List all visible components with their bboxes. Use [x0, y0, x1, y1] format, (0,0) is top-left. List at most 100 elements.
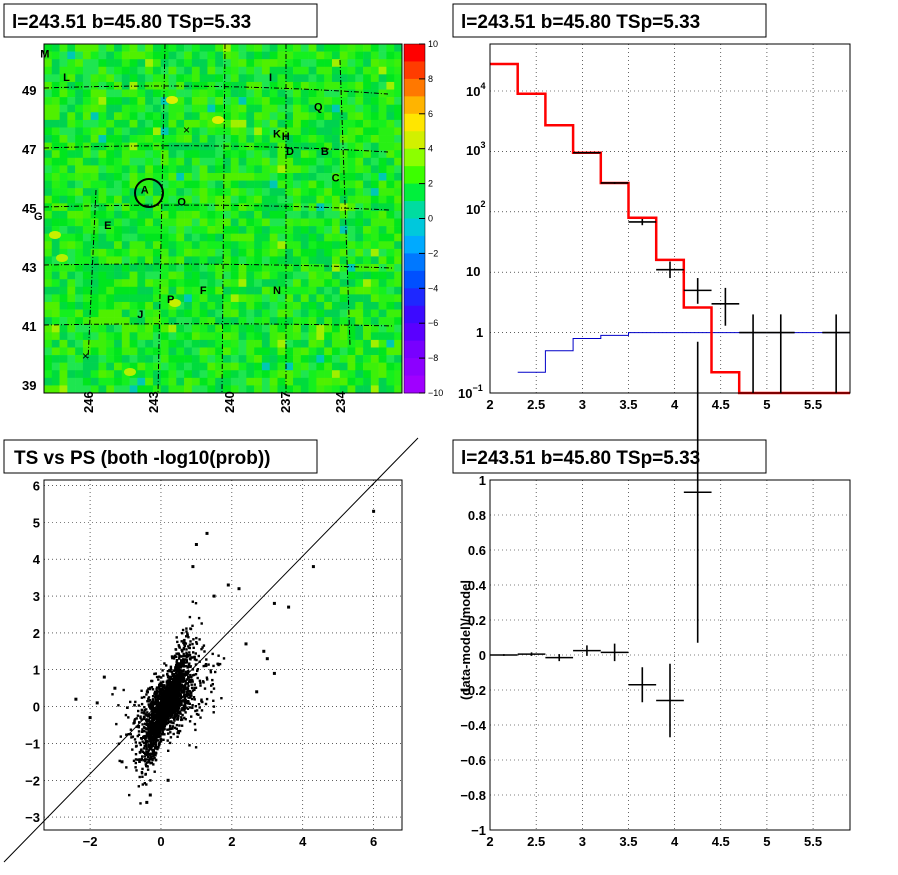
heatmap-cell — [246, 104, 255, 113]
heatmap-cell — [82, 256, 91, 265]
heatmap-cell — [378, 324, 387, 333]
heatmap-cell — [152, 385, 162, 394]
scatter-point — [137, 709, 140, 713]
colorbar-tick-label: −10 — [428, 388, 443, 398]
heatmap-cell — [199, 195, 208, 204]
scatter-point — [152, 712, 155, 715]
heatmap-cell — [137, 324, 146, 333]
heatmap-cell — [277, 271, 286, 280]
heatmap-cell — [98, 150, 107, 159]
heatmap-cell — [184, 248, 193, 257]
heatmap-cell — [199, 347, 208, 356]
heatmap-cell — [207, 370, 216, 379]
heatmap-cell — [168, 218, 177, 227]
heatmap-cell — [363, 180, 372, 189]
scatter-point — [172, 692, 175, 695]
heatmap-cell — [293, 157, 302, 166]
heatmap-cell — [308, 195, 317, 204]
colorbar-band — [404, 44, 425, 62]
heatmap-cell — [269, 370, 278, 379]
scatter-point — [190, 715, 193, 718]
heatmap-cell — [324, 301, 333, 310]
heatmap-cell — [339, 241, 348, 250]
scatter-point — [147, 697, 150, 700]
scatter-point — [161, 733, 164, 736]
heatmap-cell — [59, 135, 68, 143]
heatmap-cell — [223, 264, 232, 272]
source-marker-label: B — [321, 146, 329, 158]
scatter-point — [150, 714, 154, 718]
heatmap-cell — [137, 59, 146, 68]
scatter-point — [161, 726, 164, 729]
heatmap-cell — [106, 89, 115, 98]
heatmap-cell — [230, 127, 239, 136]
scatter-point — [153, 735, 156, 738]
heatmap-cell — [75, 142, 84, 151]
heatmap-cell — [207, 210, 216, 219]
heatmap-cell — [347, 188, 356, 197]
scatter-point — [137, 724, 141, 728]
heatmap-cell — [152, 218, 162, 227]
heatmap-cell — [277, 347, 286, 356]
scatter-point — [194, 663, 198, 666]
heatmap-cell — [308, 347, 317, 356]
heatmap-cell — [339, 51, 348, 60]
heatmap-cell — [308, 119, 317, 128]
heatmap-cell — [75, 119, 84, 128]
heatmap-cell — [67, 256, 76, 265]
source-marker-label: D — [286, 146, 294, 158]
heatmap-cell — [137, 112, 146, 121]
heatmap-cell — [90, 309, 99, 318]
heatmap-cell — [145, 241, 154, 250]
scatter-point — [141, 723, 144, 726]
heatmap-cell — [44, 339, 53, 348]
heatmap-cell — [394, 294, 403, 303]
heatmap-cell — [316, 332, 325, 341]
heatmap-cell — [207, 127, 216, 136]
heatmap-cell — [137, 279, 146, 288]
scatter-point — [155, 739, 158, 742]
scatter-point — [200, 698, 203, 701]
sky-map-title: l=243.51 b=45.80 TSp=5.33 — [12, 12, 251, 33]
heatmap-cell — [370, 324, 379, 333]
heatmap-cell — [394, 248, 403, 257]
heatmap-cell — [44, 112, 53, 121]
heatmap-cell — [82, 188, 91, 197]
heatmap-cell — [308, 218, 317, 227]
scatter-point — [146, 724, 150, 727]
heatmap-cell — [82, 264, 91, 272]
scatter-point — [152, 749, 155, 752]
heatmap-cell — [223, 165, 232, 174]
heatmap-cell — [106, 127, 115, 136]
scatter-point — [141, 730, 145, 733]
heatmap-cell — [114, 317, 123, 326]
heatmap-cell — [246, 59, 255, 68]
heatmap-cell — [114, 180, 123, 189]
heatmap-cell — [300, 339, 309, 348]
scatter-point — [161, 669, 164, 672]
heatmap-cell — [145, 332, 154, 341]
heatmap-cell — [316, 339, 325, 348]
heatmap-cell — [300, 324, 309, 333]
heatmap-cell — [59, 309, 68, 318]
heatmap-cell — [285, 66, 294, 75]
heatmap-cell — [168, 112, 177, 121]
heatmap-cell — [238, 355, 247, 363]
scatter-point — [177, 675, 180, 678]
heatmap-cell — [152, 362, 162, 371]
heatmap-cell — [168, 89, 177, 98]
heatmap-cell — [378, 370, 387, 379]
heatmap-cell — [152, 370, 162, 379]
heatmap-cell — [308, 241, 317, 250]
heatmap-cell — [308, 248, 317, 257]
heatmap-cell — [331, 119, 341, 128]
heatmap-cell — [51, 210, 60, 219]
heatmap-cell — [254, 294, 263, 303]
scatter-point — [168, 714, 171, 718]
scatter-point — [179, 662, 182, 665]
heatmap-cell — [129, 112, 138, 121]
heatmap-cell — [44, 119, 53, 128]
heatmap-cell — [246, 385, 255, 394]
heatmap-cell — [230, 301, 239, 310]
heatmap-cell — [394, 180, 403, 189]
